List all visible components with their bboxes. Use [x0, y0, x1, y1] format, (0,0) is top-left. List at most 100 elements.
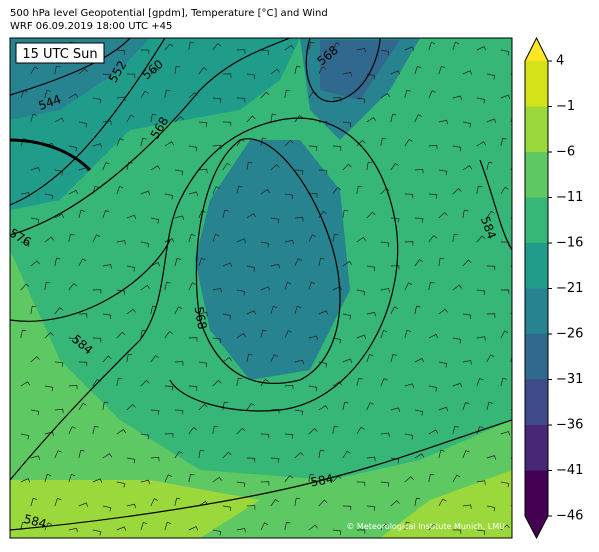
- colorbar-band: [525, 61, 548, 107]
- cold-area: [195, 140, 350, 380]
- wind-barb: [102, 401, 109, 411]
- wind-barb: [380, 330, 388, 339]
- wind-barb: [500, 137, 507, 147]
- wind-barb: [212, 43, 222, 51]
- wind-barb: [164, 238, 175, 243]
- wind-barb: [30, 167, 41, 172]
- wind-barb: [428, 41, 436, 51]
- time-label: 15 UTC Sun: [22, 47, 97, 62]
- wind-barb: [164, 330, 173, 339]
- wind-barb: [438, 498, 447, 507]
- wind-barb: [68, 473, 76, 483]
- wind-barb: [164, 89, 171, 99]
- wind-barb: [500, 186, 509, 195]
- wind-barb: [308, 524, 318, 531]
- colorbar: 4 −1 −6 −11 −16 −21 −26 −31 −36 −41 −46: [524, 36, 583, 540]
- wind-barb: [452, 95, 462, 100]
- wind-barb: [150, 456, 160, 462]
- wind-barb: [140, 190, 151, 195]
- wind-barb: [236, 528, 246, 533]
- wind-barb: [54, 169, 64, 176]
- wind-barb: [236, 333, 246, 339]
- wind-barb: [414, 114, 422, 123]
- wind-barb: [318, 405, 329, 411]
- wind-barb: [54, 497, 62, 507]
- colorbar-band: [525, 243, 548, 289]
- wind-barb: [188, 473, 195, 483]
- wind-barb: [198, 257, 206, 267]
- wind-barb: [366, 116, 376, 123]
- wind-barb: [68, 145, 78, 152]
- wind-barb: [44, 332, 54, 339]
- wind-barb: [44, 193, 54, 200]
- wind-barb: [308, 428, 318, 435]
- wind-barb: [102, 120, 112, 125]
- wind-barb: [452, 529, 462, 534]
- wind-barb: [102, 162, 110, 171]
- wind-barb: [246, 73, 256, 80]
- wind-barb: [380, 288, 390, 293]
- wind-barb: [380, 523, 390, 531]
- wind-barb: [78, 313, 88, 318]
- wind-barb: [92, 337, 102, 343]
- colorbar-extend-bottom: [525, 516, 548, 538]
- subtitle: WRF 06.09.2019 18:00 UTC +45: [10, 21, 172, 32]
- wind-barb: [174, 450, 183, 459]
- colorbar-extend-top: [525, 38, 548, 61]
- wind-barb: [414, 259, 423, 267]
- wind-barb: [20, 521, 27, 531]
- wind-barb: [116, 331, 126, 339]
- wind-barb: [284, 521, 291, 531]
- wind-barb: [222, 505, 232, 512]
- wind-barb: [246, 265, 256, 272]
- wind-barb: [390, 407, 400, 412]
- wind-barb: [404, 433, 414, 440]
- wind-barb: [500, 289, 510, 294]
- wind-barb: [198, 361, 208, 368]
- wind-barb: [500, 524, 510, 531]
- wind-barb: [380, 93, 390, 99]
- wind-barb: [188, 526, 199, 531]
- wind-barb: [284, 239, 294, 245]
- wind-barb: [356, 481, 366, 487]
- wind-barb: [30, 409, 40, 416]
- wind-barb: [140, 521, 148, 531]
- wind-barb: [414, 65, 422, 75]
- wind-barb: [126, 457, 136, 464]
- wind-barb: [126, 503, 136, 509]
- wind-barb: [260, 189, 270, 195]
- wind-barb: [332, 186, 341, 195]
- wind-barb: [366, 73, 376, 80]
- wind-barb: [102, 264, 112, 269]
- wind-barb: [150, 305, 157, 315]
- wind-barb: [284, 475, 294, 483]
- wind-barb: [222, 209, 229, 219]
- wind-barb: [260, 286, 271, 291]
- wind-barb: [116, 289, 126, 296]
- wind-barb: [452, 41, 460, 51]
- wind-barb: [30, 455, 40, 460]
- colorbar-tick-label: −1: [556, 99, 575, 114]
- wind-barb: [222, 313, 232, 320]
- wind-barb: [380, 137, 387, 147]
- wind-barb: [356, 529, 366, 534]
- wind-barb: [332, 529, 342, 535]
- wind-barb: [44, 236, 54, 243]
- wind-barb: [404, 89, 411, 99]
- wind-barb: [318, 169, 328, 175]
- wind-barb: [414, 409, 424, 416]
- wind-barb: [260, 241, 270, 248]
- wind-barb: [92, 425, 99, 435]
- wind-barb: [164, 141, 175, 147]
- wind-barb: [500, 94, 511, 99]
- wind-barb: [140, 241, 150, 248]
- wind-barb: [332, 233, 339, 243]
- wind-barb: [116, 96, 126, 102]
- wind-barb: [294, 258, 302, 267]
- wind-barb: [236, 49, 246, 54]
- wind-barb: [150, 67, 160, 75]
- wind-barb: [462, 259, 472, 267]
- wind-barb: [164, 43, 174, 51]
- wind-barb: [150, 113, 157, 123]
- colorbar-band: [525, 106, 548, 152]
